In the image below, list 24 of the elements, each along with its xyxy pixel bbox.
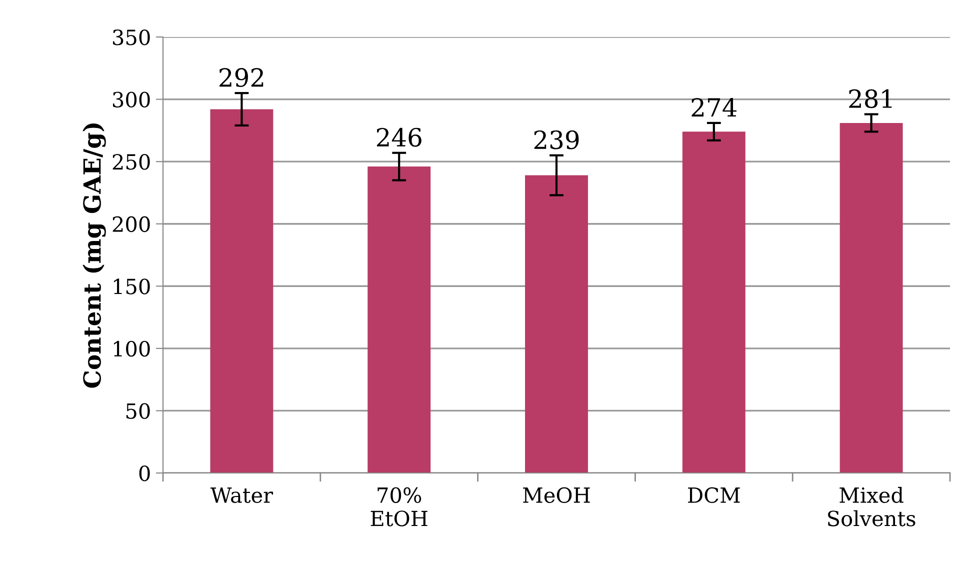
y-tick-label: 100	[114, 340, 150, 357]
y-tick-label: 0	[139, 465, 150, 482]
bar	[682, 132, 746, 473]
data-label: 246	[376, 128, 422, 147]
data-label: 239	[534, 130, 579, 150]
data-label: 292	[220, 68, 264, 87]
y-tick-label: 150	[114, 278, 150, 294]
y-tick-label: 350	[113, 29, 150, 46]
y-tick-label: 50	[126, 403, 150, 419]
bar	[840, 122, 903, 473]
y-tick-label: 200	[112, 216, 150, 232]
x-tick-label: Mixed Solvents	[828, 486, 916, 526]
bar	[525, 175, 588, 473]
y-tick-label: 300	[113, 92, 150, 108]
data-label: 281	[849, 89, 892, 108]
y-axis-title: Content (mg GAE/g)	[82, 123, 106, 388]
bar	[210, 109, 274, 473]
x-tick-label: 70% EtOH	[370, 487, 428, 526]
data-label: 274	[692, 98, 736, 117]
x-tick-label: Water	[210, 488, 274, 504]
x-tick-label: MeOH	[523, 487, 590, 504]
x-tick-label: DCM	[688, 487, 740, 504]
bar	[368, 166, 431, 473]
y-tick-label: 250	[112, 154, 150, 170]
